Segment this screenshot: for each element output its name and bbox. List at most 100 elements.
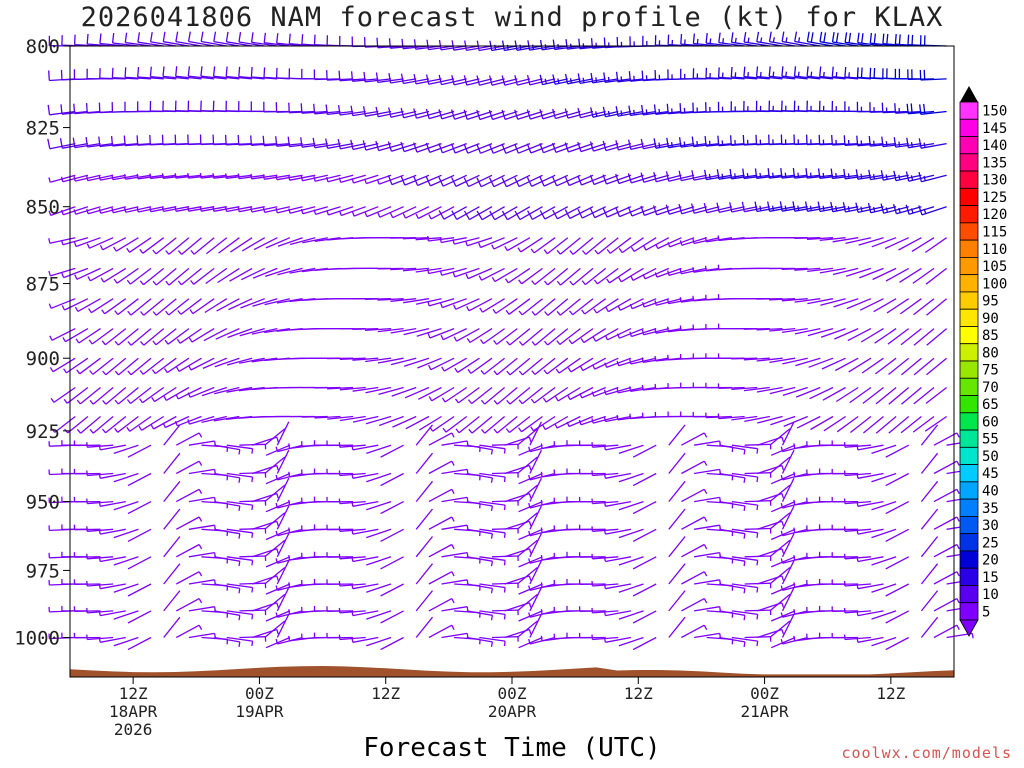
wind-barb: [365, 415, 392, 425]
wind-barb: [114, 298, 139, 316]
barb-shaft: [822, 386, 846, 401]
wind-barb: [226, 357, 253, 366]
barb-shaft: [214, 386, 240, 395]
barb-half-flag: [251, 614, 254, 620]
wind-barb: [163, 616, 181, 638]
wind-barb: [238, 32, 265, 47]
barb-shaft: [483, 328, 505, 345]
wind-barb: [719, 610, 746, 621]
barb-flag: [640, 138, 644, 149]
barb-shaft: [365, 357, 392, 363]
barb-shaft: [618, 636, 644, 647]
wind-barb: [933, 488, 960, 503]
colorbar-cell: [959, 602, 979, 621]
barb-shaft: [239, 357, 265, 364]
barb-half-flag: [212, 206, 215, 212]
wind-barb: [127, 298, 152, 316]
barb-flag: [450, 109, 456, 120]
barb-shaft: [857, 444, 884, 451]
barb-shaft: [429, 327, 455, 339]
barb-shaft: [127, 636, 152, 651]
barb-half-flag: [161, 173, 164, 179]
wind-barb: [403, 298, 429, 304]
barb-half-flag: [809, 172, 812, 178]
wind-barb: [442, 415, 468, 433]
barb-shaft: [100, 444, 126, 451]
wind-barb: [516, 484, 538, 503]
wind-barb: [770, 528, 796, 541]
wind-barb: [518, 267, 543, 285]
barb-flag: [627, 173, 632, 184]
barb-flag: [225, 66, 228, 77]
wind-barb: [217, 267, 240, 284]
barb-half-flag: [275, 585, 279, 591]
barb-half-flag: [771, 205, 775, 211]
barb-shaft: [264, 593, 286, 612]
barb-shaft: [352, 415, 379, 423]
wind-barb: [466, 500, 494, 512]
barb-flag: [401, 38, 404, 49]
barb-flag: [425, 74, 430, 85]
barb-half-flag: [276, 521, 279, 527]
wind-barb: [581, 267, 607, 286]
y-tick-label: 825: [26, 118, 60, 140]
credit-link[interactable]: coolwx.com/models: [841, 744, 1012, 762]
barb-shaft: [155, 328, 177, 346]
barb-shaft: [862, 386, 884, 404]
barb-half-flag: [540, 582, 543, 588]
barb-shaft: [618, 500, 644, 511]
barb-shaft: [885, 501, 910, 515]
barb-shaft: [832, 267, 859, 276]
wind-barb: [113, 583, 139, 593]
wind-barb: [518, 472, 543, 485]
barb-shaft: [441, 237, 467, 244]
barb-shaft: [352, 142, 379, 151]
wind-barb: [920, 508, 939, 530]
barb-shaft: [668, 452, 686, 474]
barb-shaft: [618, 142, 644, 151]
barb-shaft: [301, 415, 328, 418]
barb-shaft: [731, 636, 758, 642]
wind-barb: [476, 206, 505, 221]
barb-shaft: [467, 142, 493, 154]
barb-shaft: [534, 328, 556, 346]
wind-barb: [743, 31, 770, 47]
barb-shaft: [508, 298, 531, 315]
barb-flag: [831, 66, 834, 77]
barb-shaft: [104, 298, 127, 315]
barb-shaft: [432, 415, 455, 432]
wind-barb: [452, 237, 480, 245]
barb-flag: [823, 32, 827, 43]
barb-shaft: [428, 571, 453, 585]
barb-shaft: [113, 528, 139, 539]
barb-shaft: [912, 415, 935, 433]
barb-shaft: [179, 328, 202, 344]
wind-barb: [781, 505, 795, 530]
barb-shaft: [681, 598, 705, 612]
barb-shaft: [593, 386, 619, 397]
barb-half-flag: [873, 140, 875, 146]
wind-barb: [425, 108, 455, 120]
barb-shaft: [606, 357, 632, 369]
barb-shaft: [832, 41, 859, 47]
wind-barb: [632, 472, 657, 487]
barb-flag: [48, 70, 50, 81]
barb-shaft: [807, 267, 834, 273]
colorbar-label: 115: [982, 225, 1007, 241]
wind-barb: [476, 109, 505, 121]
colorbar-cell: [959, 118, 979, 137]
barb-half-flag: [591, 391, 595, 397]
wind-barb: [265, 583, 291, 595]
wind-barb: [413, 73, 442, 85]
wind-barb: [643, 237, 670, 251]
wind-barb: [452, 267, 480, 278]
barb-flag: [615, 173, 620, 184]
barb-half-flag: [540, 555, 543, 561]
wind-barb: [668, 508, 686, 530]
wind-barb: [604, 357, 632, 369]
barb-shaft: [509, 415, 531, 434]
barb-flag: [526, 109, 531, 120]
colorbar-label: 95: [982, 294, 999, 310]
barb-shaft: [593, 174, 619, 186]
wind-barb: [428, 432, 455, 446]
